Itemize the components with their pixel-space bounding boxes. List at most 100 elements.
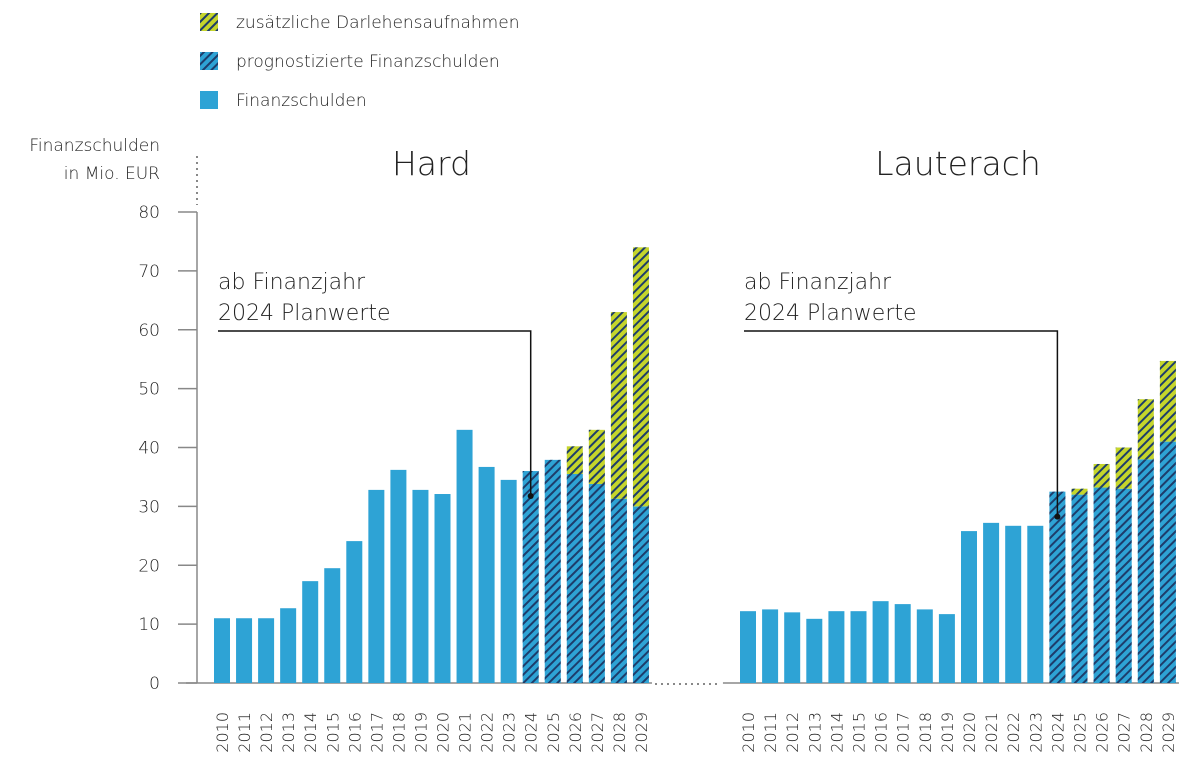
x-tick-label: 2021 (982, 712, 1001, 753)
annotation-dot (1054, 513, 1061, 520)
bar-hatch (588, 484, 605, 683)
y-tick-label: 0 (149, 674, 160, 694)
bar-segment (214, 618, 230, 683)
x-tick-label: 2015 (850, 712, 869, 753)
bar-hatch (1093, 487, 1110, 683)
bar-segment (828, 611, 845, 683)
y-tick-label: 80 (138, 203, 160, 223)
x-tick-label: 2022 (1004, 712, 1023, 753)
x-tick-label: 2016 (345, 712, 364, 753)
bar-hatch (1115, 488, 1132, 683)
bar-segment (368, 489, 385, 683)
bar-hatch (610, 312, 627, 499)
x-tick-label: 2024 (1048, 712, 1067, 753)
x-tick-label: 2028 (610, 712, 629, 753)
x-tick-label: 2023 (500, 712, 519, 753)
bar-hatch (1137, 459, 1154, 683)
bar-hatch (566, 473, 583, 683)
bar-hatch (1049, 491, 1066, 683)
bar-segment (740, 611, 756, 683)
y-tick-label: 10 (138, 615, 160, 635)
annotation: 2024 Planwerte (744, 301, 917, 326)
bar-segment (1027, 525, 1044, 683)
bar-segment (784, 612, 801, 683)
panel-title: Hard (392, 144, 471, 183)
x-tick-label: 2013 (805, 712, 824, 753)
bar-segment (961, 531, 977, 683)
annotation: ab Finanzjahr (744, 270, 892, 295)
x-tick-label: 2010 (739, 712, 758, 753)
x-tick-label: 2012 (783, 712, 802, 753)
x-tick-label: 2014 (301, 712, 320, 753)
bar-segment (806, 618, 823, 683)
legend-label: Finanzschulden (236, 91, 367, 111)
x-tick-label: 2028 (1137, 712, 1156, 753)
x-tick-label: 2026 (566, 712, 585, 753)
x-tick-label: 2017 (367, 712, 386, 753)
bar-hatch (1159, 441, 1176, 683)
bar-segment (894, 604, 911, 683)
bar-hatch (522, 471, 539, 683)
bar-hatch (566, 446, 583, 474)
x-tick-label: 2010 (213, 712, 232, 753)
bar-hatch (1071, 488, 1088, 495)
bar-segment (938, 614, 955, 683)
bar-segment (478, 466, 495, 683)
bar-hatch (1137, 399, 1154, 460)
bar-hatch (1071, 494, 1088, 683)
x-tick-label: 2027 (588, 712, 607, 753)
y-tick-label: 40 (138, 439, 160, 459)
x-tick-label: 2018 (916, 712, 935, 753)
legend-swatch (200, 91, 218, 109)
bar-hatch (632, 506, 649, 683)
legend-swatch-hatch (200, 52, 218, 70)
y-tick-label: 70 (138, 262, 160, 282)
x-tick-label: 2013 (279, 712, 298, 753)
bar-segment (434, 494, 451, 683)
x-tick-label: 2026 (1093, 712, 1112, 753)
bar-segment (346, 541, 363, 683)
annotation-leader (744, 330, 1059, 517)
bar-segment (236, 618, 253, 683)
annotation-dot (527, 493, 534, 500)
x-tick-label: 2017 (894, 712, 913, 753)
bar-segment (280, 608, 297, 683)
y-tick-label: 60 (138, 321, 160, 341)
bar-hatch (544, 459, 561, 683)
panel-title: Lauterach (875, 144, 1041, 183)
x-tick-label: 2015 (323, 712, 342, 753)
bar-segment (850, 611, 867, 683)
annotation-leader (218, 330, 532, 497)
x-tick-label: 2016 (872, 712, 891, 753)
y-axis-label: Finanzschulden (29, 136, 160, 156)
x-tick-label: 2011 (761, 712, 780, 753)
x-tick-label: 2020 (960, 712, 979, 753)
bar-hatch (1093, 463, 1110, 488)
legend-swatch-hatch (200, 13, 218, 31)
x-tick-label: 2014 (827, 712, 846, 753)
x-tick-label: 2020 (434, 712, 453, 753)
bar-segment (1005, 525, 1022, 683)
x-tick-label: 2021 (456, 712, 475, 753)
bar-segment (983, 522, 1000, 683)
x-tick-label: 2029 (1159, 712, 1178, 753)
x-tick-label: 2012 (257, 712, 276, 753)
y-axis-label: in Mio. EUR (64, 164, 160, 184)
y-tick-label: 50 (138, 380, 160, 400)
y-tick-label: 20 (138, 556, 160, 576)
x-tick-label: 2011 (235, 712, 254, 753)
x-tick-label: 2025 (1071, 712, 1090, 753)
x-tick-label: 2022 (478, 712, 497, 753)
x-tick-label: 2024 (522, 712, 541, 753)
bar-segment (412, 489, 429, 683)
bar-segment (916, 609, 933, 683)
bar-segment (324, 568, 341, 683)
bar-segment (302, 581, 319, 683)
bar-hatch (1159, 360, 1176, 442)
bar-segment (762, 609, 779, 683)
bar-hatch (632, 247, 649, 507)
bar-segment (500, 479, 517, 683)
legend-label: zusätzliche Darlehensaufnahmen (236, 13, 519, 33)
bar-segment (390, 469, 407, 683)
